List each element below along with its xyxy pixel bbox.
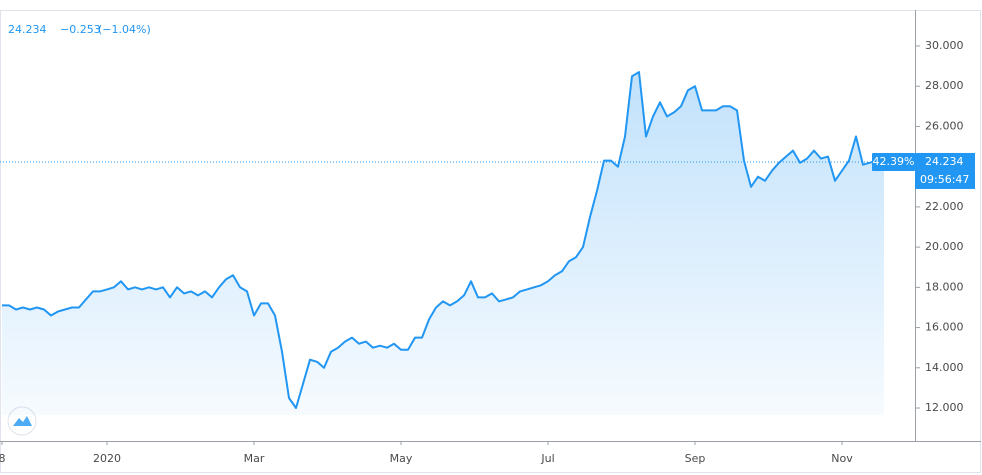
y-tick-label: 14.000 — [925, 361, 964, 374]
percent-tag: 42.39% — [873, 155, 915, 168]
price-tag-bg — [915, 152, 975, 171]
area-fill — [2, 72, 884, 415]
x-tick-label: 2020 — [93, 452, 121, 465]
x-tick-label: Nov — [831, 452, 853, 465]
y-tick-label: 30.000 — [925, 39, 964, 52]
x-tick-label: May — [390, 452, 413, 465]
y-tick-label: 12.000 — [925, 401, 964, 414]
x-tick-label: Mar — [244, 452, 265, 465]
legend-last: 24.234 — [8, 23, 47, 36]
x-tick-label: 8 — [0, 452, 6, 465]
y-tick-label: 16.000 — [925, 321, 964, 334]
countdown: 09:56:47 — [920, 173, 969, 186]
legend-change-pct: (−1.04%) — [98, 23, 151, 36]
countdown-bg — [915, 170, 975, 189]
x-tick-label: Sep — [685, 452, 706, 465]
legend-change: −0.253 — [60, 23, 101, 36]
x-tick-label: Jul — [540, 452, 554, 465]
y-tick-label: 20.000 — [925, 240, 964, 253]
y-tick-label: 26.000 — [925, 119, 964, 132]
y-tick-label: 22.000 — [925, 200, 964, 213]
y-tick-label: 28.000 — [925, 79, 964, 92]
y-tick-label: 18.000 — [925, 280, 964, 293]
price-line — [2, 71, 885, 409]
frame — [0, 10, 981, 473]
percent-tag-bg — [872, 152, 915, 171]
price-tag: 24.234 — [925, 155, 964, 168]
